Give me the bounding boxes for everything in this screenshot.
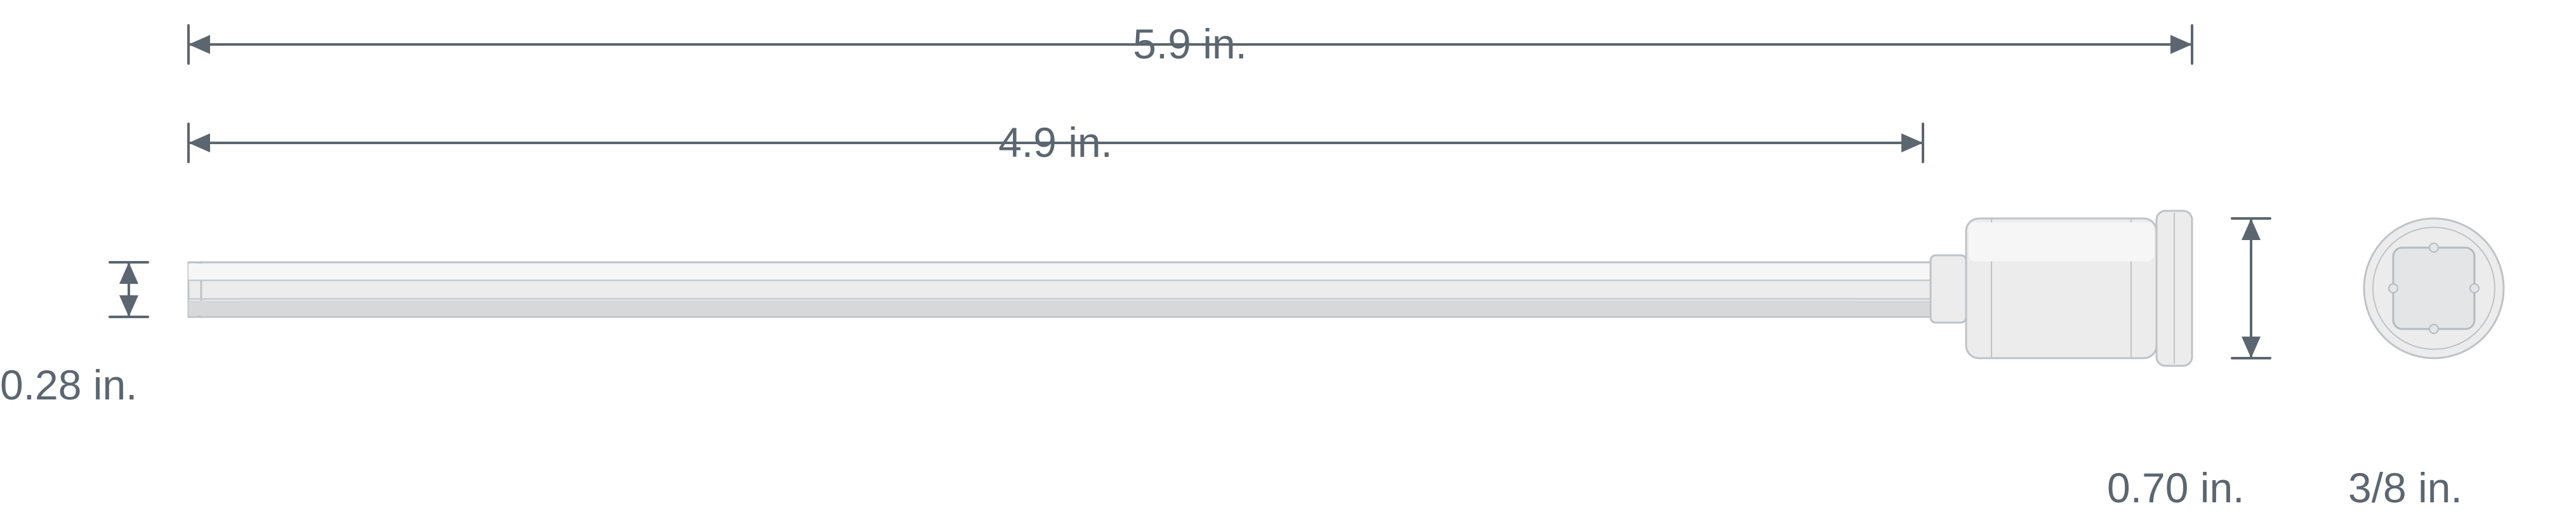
label-drive-size: 3/8 in. xyxy=(2348,467,2462,509)
label-shaft-dia: 0.28 in. xyxy=(0,364,138,406)
tool-side-view xyxy=(188,211,2192,366)
label-overall-length: 5.9 in. xyxy=(1133,23,1247,65)
diagram-stage: 5.9 in. 4.9 in. 0.28 in. 0.70 in. 3/8 in… xyxy=(0,0,2576,529)
diagram-svg xyxy=(0,0,2576,529)
label-socket-dia: 0.70 in. xyxy=(2107,467,2245,509)
label-shaft-length: 4.9 in. xyxy=(998,121,1113,163)
tool-end-view xyxy=(2364,218,2504,358)
